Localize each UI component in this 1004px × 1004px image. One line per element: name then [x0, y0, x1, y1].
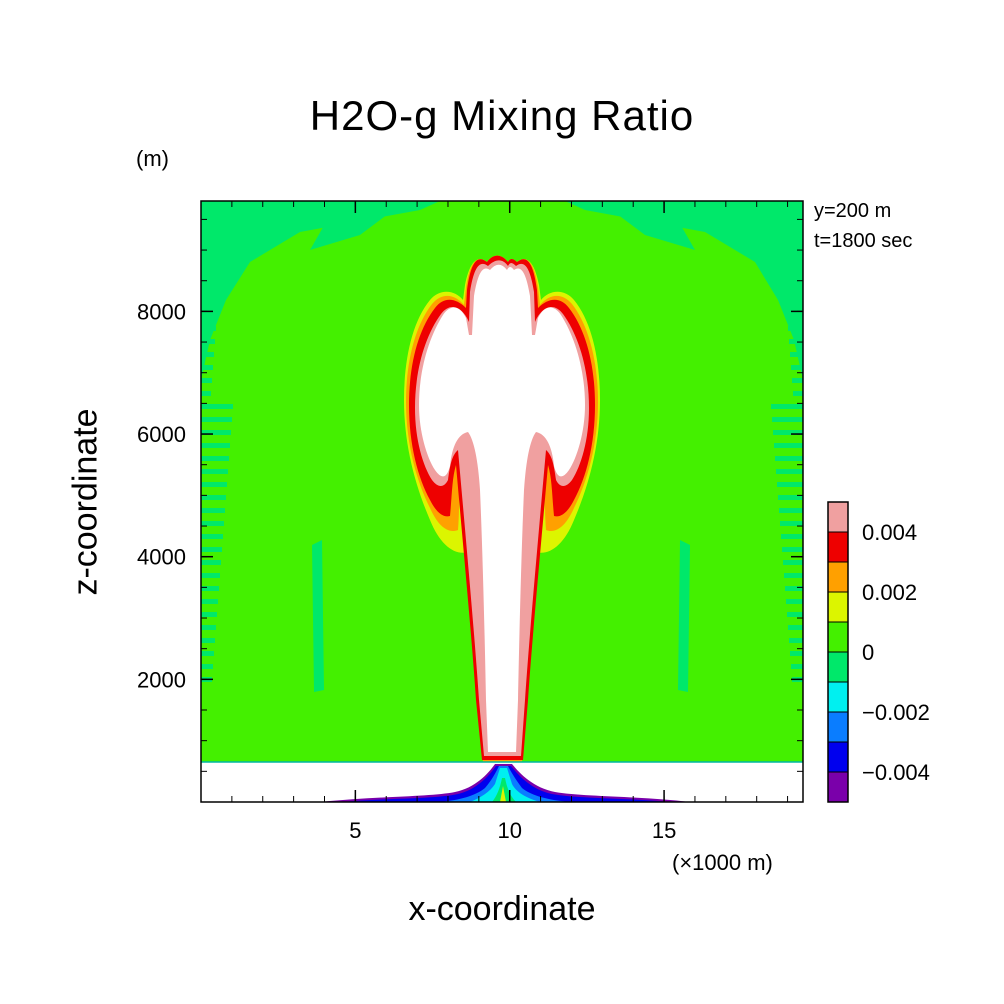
striation-right	[787, 612, 803, 617]
ground-plume-center	[500, 786, 506, 802]
striation-right	[786, 300, 803, 305]
striation-left	[201, 586, 219, 591]
striation-right	[785, 586, 803, 591]
striation-left	[201, 378, 212, 383]
annotation-time: t=1800 sec	[814, 230, 913, 252]
x-axis-unit: (×1000 m)	[672, 850, 773, 875]
y-tick-label: 8000	[137, 299, 186, 324]
colorbar: −0.004 −0.002 0 0.002 0.004	[827, 501, 930, 803]
striation-left	[201, 495, 226, 500]
striation-right	[777, 482, 803, 487]
striation-right	[784, 573, 803, 578]
striation-right	[790, 352, 803, 357]
striation-right	[782, 547, 803, 552]
striation-left	[201, 352, 214, 357]
x-axis-label: x-coordinate	[408, 890, 596, 928]
striation-left	[201, 599, 218, 604]
striation-left	[201, 534, 223, 539]
striation-right	[790, 651, 803, 656]
striation-left	[201, 560, 221, 565]
striation-left	[201, 508, 225, 513]
colorbar-swatch	[828, 682, 848, 712]
annotation-y-position: y=200 m	[814, 200, 892, 222]
striation-right	[786, 599, 803, 604]
colorbar-tick-label: 0.002	[862, 580, 917, 605]
striation-left	[201, 651, 214, 656]
striation-right	[791, 365, 803, 370]
colorbar-swatch	[828, 502, 848, 532]
colorbar-swatch	[828, 622, 848, 652]
striation-left	[201, 365, 213, 370]
plot-area	[201, 201, 803, 802]
colorbar-tick-label: 0	[862, 640, 874, 665]
colorbar-swatch	[828, 652, 848, 682]
y-tick-label: 6000	[137, 422, 186, 447]
striation-right	[792, 378, 803, 383]
striation-left	[201, 391, 211, 396]
colorbar-swatch	[828, 532, 848, 562]
striation-right	[779, 508, 803, 513]
chart-title: H2O-g Mixing Ratio	[309, 92, 695, 139]
colorbar-swatch	[828, 562, 848, 592]
striation-left	[201, 339, 215, 344]
striation-right	[775, 456, 803, 461]
striation-left	[201, 313, 217, 318]
major-ticks	[201, 201, 803, 802]
striation-left	[201, 638, 215, 643]
colorbar-swatch	[828, 592, 848, 622]
plot-frame	[200, 200, 804, 803]
striation-right	[771, 404, 803, 409]
colorbar-tick-label: 0.004	[862, 520, 917, 545]
y-axis-unit: (m)	[136, 146, 169, 171]
plume-core	[419, 264, 585, 752]
striation-left	[201, 612, 217, 617]
striation-left	[201, 625, 216, 630]
x-tick-label: 15	[652, 818, 676, 843]
striation-right	[791, 664, 803, 669]
colorbar-swatch	[828, 712, 848, 742]
x-tick-label: 5	[349, 818, 361, 843]
striation-right	[789, 339, 803, 344]
colorbar-swatch	[828, 772, 848, 802]
striation-right	[780, 521, 803, 526]
striation-left	[201, 469, 228, 474]
flank-striations	[201, 300, 803, 682]
striation-right	[783, 560, 803, 565]
striation-left	[201, 430, 231, 435]
x-tick-label: 10	[497, 818, 521, 843]
striation-left	[201, 456, 229, 461]
striation-left	[201, 326, 216, 331]
tick-labels: 5 10 15 2000 4000 6000 8000	[137, 299, 676, 843]
striation-right	[789, 638, 803, 643]
striation-right	[787, 313, 803, 318]
striation-left	[201, 417, 232, 422]
colorbar-swatch	[828, 742, 848, 772]
striation-left	[201, 404, 233, 409]
striation-right	[788, 326, 803, 331]
colorbar-tick-label: −0.002	[862, 700, 930, 725]
striation-right	[793, 391, 803, 396]
striation-right	[773, 430, 803, 435]
striation-right	[788, 625, 803, 630]
vertical-bands	[312, 540, 690, 692]
striation-left	[201, 547, 222, 552]
striation-left	[201, 521, 224, 526]
striation-left	[201, 443, 230, 448]
striation-right	[774, 443, 803, 448]
striation-right	[776, 469, 803, 474]
y-tick-label: 2000	[137, 667, 186, 692]
striation-left	[201, 482, 227, 487]
colorbar-frame	[827, 501, 849, 803]
striation-right	[772, 417, 803, 422]
negative-bands	[201, 201, 803, 380]
striation-left	[201, 300, 218, 305]
y-tick-label: 4000	[137, 545, 186, 570]
colorbar-tick-label: −0.004	[862, 760, 930, 785]
striation-right	[778, 495, 803, 500]
striation-right	[781, 534, 803, 539]
striation-left	[201, 573, 220, 578]
striation-left	[201, 664, 213, 669]
